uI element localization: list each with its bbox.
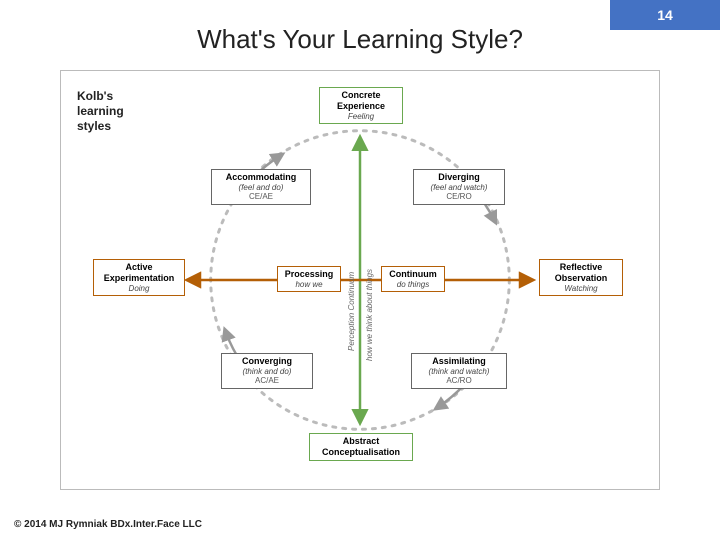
node-left-hdr2: Experimentation xyxy=(98,273,180,284)
node-converging: Converging (think and do) AC/AE xyxy=(221,353,313,389)
node-continuum: Continuum do things xyxy=(381,266,445,292)
node-top-hdr2: Experience xyxy=(324,101,398,112)
vert-axis-sub: how we think about things xyxy=(365,201,374,361)
node-cr-hdr: Continuum xyxy=(386,269,440,280)
q-tl-hdr: Accommodating xyxy=(216,172,306,183)
node-left-sub: Doing xyxy=(98,284,180,294)
node-assimilating: Assimilating (think and watch) AC/RO xyxy=(411,353,507,389)
q-br-code: AC/RO xyxy=(416,376,502,386)
copyright: © 2014 MJ Rymniak BDx.Inter.Face LLC xyxy=(14,519,202,530)
node-diverging: Diverging (feel and watch) CE/RO xyxy=(413,169,505,205)
q-bl-code: AC/AE xyxy=(226,376,308,386)
node-bottom-hdr2: Conceptualisation xyxy=(314,447,408,458)
node-cr-sub: do things xyxy=(386,280,440,290)
q-tr-code: CE/RO xyxy=(418,192,500,202)
kolb-l2: learning xyxy=(77,104,124,118)
node-right-hdr: Reflective xyxy=(544,262,618,273)
node-abstract-conceptualisation: Abstract Conceptualisation xyxy=(309,433,413,461)
node-concrete-experience: Concrete Experience Feeling xyxy=(319,87,403,124)
node-top-hdr: Concrete xyxy=(324,90,398,101)
node-reflective-observation: Reflective Observation Watching xyxy=(539,259,623,296)
q-tr-sub: (feel and watch) xyxy=(418,183,500,193)
q-br-sub: (think and watch) xyxy=(416,367,502,377)
node-right-sub: Watching xyxy=(544,284,618,294)
q-tl-sub: (feel and do) xyxy=(216,183,306,193)
kolb-l1: Kolb's xyxy=(77,89,113,103)
q-br-hdr: Assimilating xyxy=(416,356,502,367)
q-tr-hdr: Diverging xyxy=(418,172,500,183)
vert-axis-label: Perception Continuum xyxy=(347,211,356,351)
node-right-hdr2: Observation xyxy=(544,273,618,284)
q-bl-hdr: Converging xyxy=(226,356,308,367)
slide-title: What's Your Learning Style? xyxy=(0,24,720,55)
node-accommodating: Accommodating (feel and do) CE/AE xyxy=(211,169,311,205)
node-cl-hdr: Processing xyxy=(282,269,336,280)
node-cl-sub: how we xyxy=(282,280,336,290)
q-bl-sub: (think and do) xyxy=(226,367,308,377)
kolb-label: Kolb's learning styles xyxy=(77,89,124,134)
node-active-experimentation: Active Experimentation Doing xyxy=(93,259,185,296)
kolb-l3: styles xyxy=(77,119,111,133)
node-bottom-hdr: Abstract xyxy=(314,436,408,447)
node-top-sub: Feeling xyxy=(324,112,398,122)
q-tl-code: CE/AE xyxy=(216,192,306,202)
node-left-hdr: Active xyxy=(98,262,180,273)
kolb-diagram: Kolb's learning styles Concrete Experien… xyxy=(60,70,660,490)
node-processing: Processing how we xyxy=(277,266,341,292)
